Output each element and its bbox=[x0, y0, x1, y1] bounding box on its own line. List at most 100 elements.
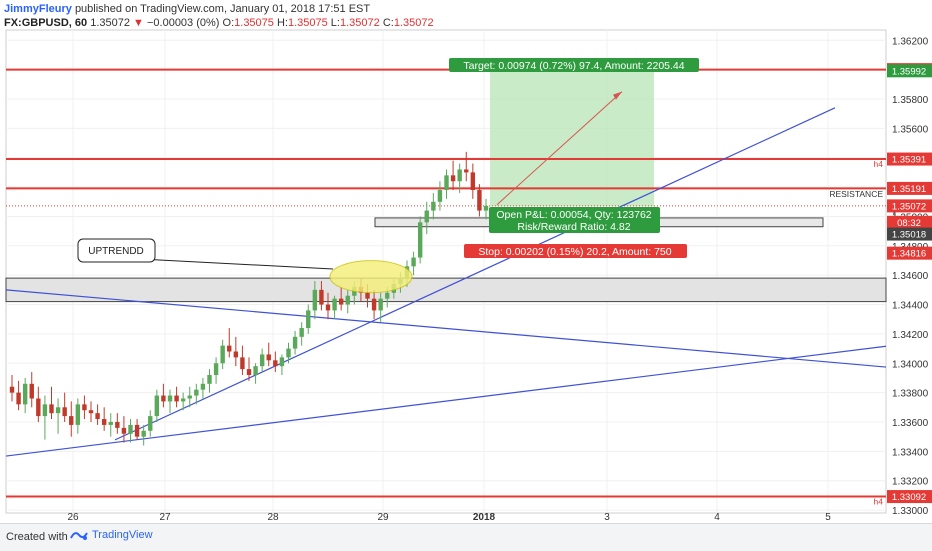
y-tick-label: 1.33600 bbox=[892, 418, 929, 429]
candle-body bbox=[69, 416, 74, 425]
open-value: 1.35075 bbox=[234, 17, 274, 29]
price-change: −0.00003 (0%) bbox=[146, 17, 220, 29]
candle-body bbox=[154, 395, 160, 417]
x-tick-label: 28 bbox=[267, 512, 279, 523]
candle-body bbox=[345, 295, 350, 305]
symbol-label[interactable]: FX:GBPUSD, 60 bbox=[4, 17, 88, 29]
h4-tag-top: h4 bbox=[874, 159, 884, 169]
y-axis: 1.362001.358001.356001.354001.352001.350… bbox=[887, 36, 932, 517]
candle-body bbox=[424, 210, 429, 223]
y-tick-label: 1.33000 bbox=[892, 506, 929, 517]
target-zone bbox=[490, 69, 654, 207]
open-pnl-label: Open P&L: 0.00054, Qty: 123762 bbox=[496, 209, 651, 221]
candle-body bbox=[259, 354, 265, 367]
candles bbox=[9, 151, 489, 446]
grid bbox=[6, 30, 886, 513]
candle-body bbox=[457, 169, 462, 182]
candle-body bbox=[55, 407, 61, 414]
x-tick-label: 27 bbox=[159, 512, 171, 523]
candle-body bbox=[286, 348, 291, 358]
candle-body bbox=[75, 404, 81, 425]
y-tick-label: 1.33200 bbox=[892, 477, 929, 488]
candle-body bbox=[279, 357, 285, 367]
candle-body bbox=[411, 257, 416, 267]
candle-body bbox=[444, 175, 449, 191]
candle-body bbox=[161, 395, 166, 402]
candle-body bbox=[227, 345, 232, 352]
candle-body bbox=[88, 410, 94, 414]
y-tick-label: 1.35800 bbox=[892, 95, 929, 106]
trend-lines bbox=[5, 107, 887, 457]
close-value: 1.35072 bbox=[393, 17, 434, 29]
candle-body bbox=[36, 398, 41, 417]
candle-body bbox=[22, 383, 28, 405]
plot-area bbox=[5, 29, 887, 514]
y-tick-label: 1.34400 bbox=[892, 301, 929, 312]
candle-body bbox=[95, 413, 100, 420]
candle-body bbox=[437, 190, 443, 202]
candle-body bbox=[378, 298, 383, 311]
candle-body bbox=[312, 289, 318, 311]
x-tick-label: 2018 bbox=[473, 512, 496, 523]
x-tick-label: 26 bbox=[67, 512, 79, 523]
price-label: 1.35018 bbox=[892, 230, 926, 241]
risk-reward-label: Risk/Reward Ratio: 4.82 bbox=[517, 221, 630, 233]
candle-body bbox=[128, 424, 133, 434]
down-triangle-icon: ▼ bbox=[133, 17, 144, 29]
last-price: 1.35072 bbox=[90, 17, 130, 29]
brand-name: TradingView bbox=[92, 529, 153, 541]
stop-label-bg bbox=[464, 244, 687, 258]
callout-pointer bbox=[139, 258, 334, 270]
price-chart[interactable]: Target: 0.00974 (0.72%) 97.4, Amount: 22… bbox=[0, 0, 932, 523]
candle-body bbox=[365, 292, 370, 299]
y-tick-label: 1.35600 bbox=[892, 124, 929, 135]
candle-body bbox=[121, 427, 127, 434]
y-tick-label: 1.34200 bbox=[892, 330, 929, 341]
candle-body bbox=[174, 395, 179, 402]
candle-body bbox=[273, 360, 278, 367]
target-label: Target: 0.00974 (0.72%) 97.4, Amount: 22… bbox=[463, 60, 684, 72]
x-tick-label: 5 bbox=[825, 512, 831, 523]
price-label-bg bbox=[887, 490, 932, 504]
uptrend-line bbox=[114, 107, 836, 441]
candle-body bbox=[29, 383, 34, 399]
target-arrow bbox=[496, 91, 623, 206]
tradingview-logo[interactable]: TradingView bbox=[70, 529, 153, 541]
created-with-text: Created with bbox=[6, 531, 68, 543]
candle-body bbox=[167, 395, 173, 402]
high-label: H: bbox=[276, 17, 288, 29]
candle-body bbox=[207, 375, 212, 384]
low-label: L: bbox=[330, 17, 340, 29]
x-tick-label: 3 bbox=[604, 512, 610, 523]
price-label-bg bbox=[887, 246, 932, 260]
tradingview-icon bbox=[70, 532, 88, 540]
candle-body bbox=[299, 328, 304, 337]
resistance-label: RESISTANCE bbox=[829, 189, 883, 199]
candle-body bbox=[148, 416, 153, 431]
candle-body bbox=[108, 421, 113, 425]
candle-body bbox=[325, 304, 331, 311]
candle-body bbox=[253, 366, 258, 375]
price-label: 1.35072 bbox=[892, 201, 926, 212]
price-label: 1.35191 bbox=[892, 184, 926, 195]
candle-body bbox=[292, 336, 298, 349]
candle-body bbox=[49, 404, 54, 414]
open-label: O: bbox=[222, 17, 235, 29]
price-label-bg bbox=[887, 181, 932, 195]
close-label: C: bbox=[382, 17, 394, 29]
y-tick-label: 1.33800 bbox=[892, 389, 929, 400]
author-link[interactable]: JimmyFleury bbox=[4, 3, 72, 15]
candle-body bbox=[266, 354, 271, 361]
uptrend-callout bbox=[77, 238, 156, 263]
candle-body bbox=[240, 357, 245, 370]
target-label-bg bbox=[449, 58, 699, 72]
candle-body bbox=[233, 351, 239, 358]
y-tick-label: 1.34000 bbox=[892, 359, 929, 370]
candle-body bbox=[483, 205, 489, 211]
arrow-head-icon bbox=[613, 91, 622, 100]
candle-body bbox=[450, 175, 456, 182]
footer: Created with TradingView bbox=[0, 523, 932, 551]
candle-body bbox=[338, 298, 344, 305]
zones bbox=[5, 69, 887, 303]
candle-body bbox=[9, 386, 15, 393]
